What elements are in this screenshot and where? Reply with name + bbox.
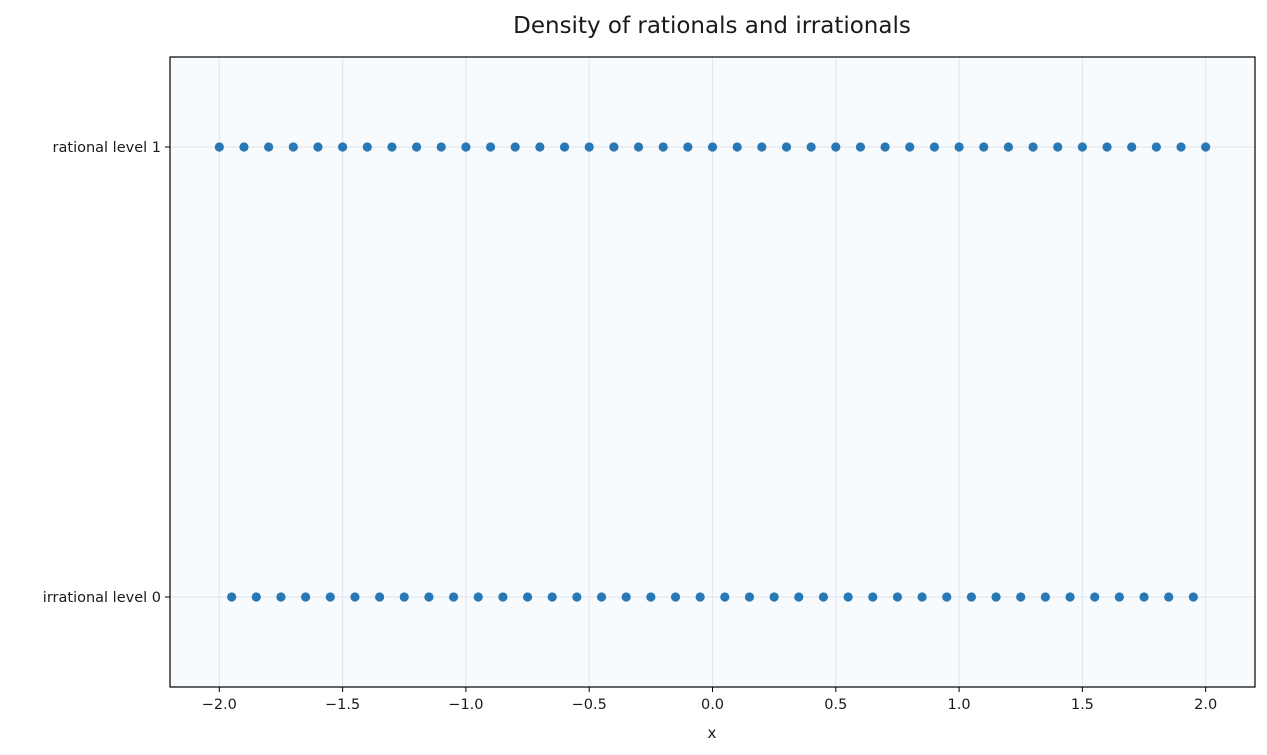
data-point — [535, 142, 545, 152]
data-point — [1139, 592, 1149, 602]
data-point — [658, 142, 668, 152]
data-point — [806, 142, 816, 152]
data-point — [1053, 142, 1063, 152]
data-point — [966, 592, 977, 602]
data-point — [325, 592, 335, 602]
data-point — [683, 142, 693, 152]
data-point — [744, 592, 755, 602]
data-point — [1003, 142, 1014, 152]
data-point — [1188, 592, 1198, 602]
data-point — [510, 142, 520, 152]
data-point — [239, 142, 249, 152]
data-point — [1090, 592, 1100, 602]
data-point — [769, 592, 779, 602]
data-point — [991, 592, 1001, 602]
x-tick-label: 2.0 — [1194, 697, 1217, 713]
data-point — [301, 592, 311, 602]
data-point — [1114, 592, 1124, 602]
data-point — [855, 142, 866, 152]
data-point — [473, 592, 483, 602]
data-point — [264, 142, 274, 152]
data-point — [227, 592, 237, 602]
data-point — [757, 142, 767, 152]
data-point — [1102, 142, 1112, 152]
x-tick-label: −1.5 — [325, 697, 360, 713]
data-point — [732, 142, 742, 152]
data-point — [720, 592, 730, 602]
x-tick-label: 0.5 — [824, 697, 847, 713]
y-tick-label: irrational level 0 — [43, 590, 161, 606]
data-point — [350, 592, 360, 602]
data-point — [818, 592, 829, 602]
x-tick-label: −1.0 — [448, 697, 483, 713]
x-tick-label: −0.5 — [572, 697, 607, 713]
data-point — [621, 592, 631, 602]
chart-title: Density of rationals and irrationals — [513, 13, 911, 39]
data-point — [1040, 592, 1050, 602]
data-point — [411, 142, 422, 152]
data-point — [781, 142, 792, 152]
data-point — [929, 142, 940, 152]
data-point — [313, 142, 323, 152]
data-point — [695, 592, 705, 602]
data-point — [1201, 142, 1211, 152]
data-point — [1016, 592, 1026, 602]
data-point — [362, 142, 372, 152]
data-point — [1164, 592, 1174, 602]
data-point — [794, 592, 804, 602]
y-axis-ticks: irrational level 0 rational level 1 — [43, 140, 170, 606]
x-axis-label: x — [708, 724, 717, 742]
data-point — [559, 142, 570, 152]
data-point — [1077, 142, 1087, 152]
x-tick-label: 0.0 — [701, 697, 724, 713]
data-point — [707, 142, 718, 152]
data-point — [288, 142, 298, 152]
x-tick-label: −2.0 — [202, 697, 237, 713]
data-point — [424, 592, 434, 602]
data-point — [633, 142, 644, 152]
data-point — [831, 142, 841, 152]
y-tick-label: rational level 1 — [53, 140, 161, 156]
x-axis-ticks: −2.0 −1.5 −1.0 −0.5 0.0 0.5 1.0 1.5 2.0 — [202, 687, 1217, 713]
data-point — [1176, 142, 1186, 152]
data-point — [917, 592, 927, 602]
data-point — [276, 592, 286, 602]
x-tick-label: 1.5 — [1071, 697, 1094, 713]
data-point — [942, 592, 952, 602]
data-point — [868, 592, 878, 602]
data-point — [338, 142, 348, 152]
data-point — [979, 142, 989, 152]
data-point — [214, 142, 224, 152]
data-point — [1028, 142, 1038, 152]
data-point — [547, 592, 557, 602]
data-point — [436, 142, 446, 152]
data-point — [609, 142, 619, 152]
x-tick-label: 1.0 — [948, 697, 971, 713]
data-point — [646, 592, 656, 602]
data-point — [375, 592, 385, 602]
data-point — [387, 142, 397, 152]
data-point — [461, 142, 471, 152]
data-point — [399, 592, 409, 602]
data-points — [214, 142, 1211, 602]
data-point — [670, 592, 681, 602]
data-point — [251, 592, 261, 602]
data-point — [1127, 142, 1137, 152]
data-point — [584, 142, 594, 152]
data-point — [905, 142, 915, 152]
data-point — [448, 592, 459, 602]
data-point — [1065, 592, 1075, 602]
data-point — [572, 592, 582, 602]
data-point — [498, 592, 508, 602]
data-point — [522, 592, 533, 602]
data-point — [892, 592, 903, 602]
data-point — [485, 142, 496, 152]
data-point — [1151, 142, 1161, 152]
data-point — [954, 142, 964, 152]
data-point — [596, 592, 607, 602]
data-point — [843, 592, 853, 602]
data-point — [880, 142, 890, 152]
